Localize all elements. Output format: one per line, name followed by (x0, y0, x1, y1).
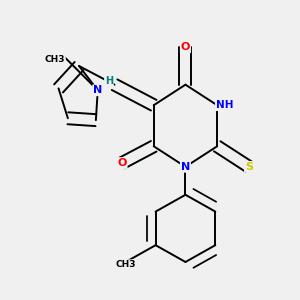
Text: O: O (181, 42, 190, 52)
Text: O: O (117, 158, 127, 168)
Text: N: N (181, 162, 190, 172)
Text: CH3: CH3 (116, 260, 136, 269)
Text: CH3: CH3 (45, 55, 65, 64)
Text: N: N (93, 85, 102, 95)
Text: NH: NH (216, 100, 233, 110)
Text: S: S (245, 162, 253, 172)
Text: H: H (105, 76, 113, 86)
